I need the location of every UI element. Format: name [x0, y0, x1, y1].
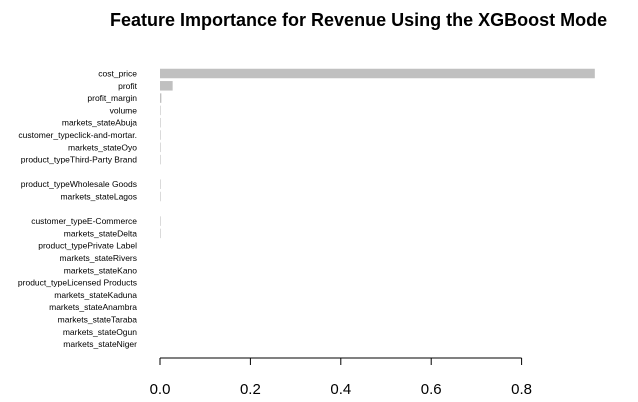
- bars-group: [160, 68, 595, 239]
- bar-12: [160, 216, 161, 226]
- category-label: cost_price: [98, 69, 137, 79]
- category-label: markets_stateLagos: [60, 192, 137, 202]
- category-label: customer_typeclick-and-mortar.: [18, 130, 137, 140]
- category-label: profit: [118, 81, 138, 91]
- category-label: customer_typeE-Commerce: [31, 216, 137, 226]
- category-label: markets_stateNiger: [63, 339, 137, 349]
- category-label: profit_margin: [87, 93, 137, 103]
- bar-9: [160, 179, 161, 189]
- category-label: markets_stateOgun: [63, 327, 137, 337]
- x-tick-label: 0.4: [330, 381, 351, 398]
- x-axis: 0.0 0.2 0.4 0.6 0.8: [150, 357, 532, 398]
- category-label: product_typeLicensed Products: [18, 278, 137, 288]
- category-label: markets_stateDelta: [64, 228, 137, 238]
- category-label: markets_stateRivers: [60, 253, 137, 263]
- x-tick-label: 0.0: [150, 381, 171, 398]
- category-label: volume: [110, 105, 138, 115]
- bar-4: [160, 117, 161, 128]
- bar-2: [160, 93, 162, 103]
- category-label: markets_stateAnambra: [49, 302, 137, 312]
- x-tick-label: 0.2: [240, 381, 261, 398]
- bar-10: [160, 191, 161, 202]
- category-label: product_typeWholesale Goods: [21, 179, 137, 189]
- bar-0: [160, 68, 595, 79]
- bar-6: [160, 142, 161, 153]
- x-tick-label: 0.8: [511, 381, 532, 398]
- bar-7: [160, 154, 161, 165]
- category-label: markets_stateOyo: [68, 142, 137, 152]
- category-label: markets_stateKaduna: [54, 290, 137, 300]
- bar-5: [160, 130, 161, 140]
- category-label: markets_stateTaraba: [58, 315, 138, 325]
- bar-13: [160, 228, 161, 239]
- bar-1: [160, 81, 173, 91]
- category-label: product_typePrivate Label: [38, 241, 137, 251]
- category-label: product_typeThird-Party Brand: [21, 155, 137, 165]
- chart-title: Feature Importance for Revenue Using the…: [110, 10, 607, 30]
- bar-3: [160, 105, 161, 116]
- category-label: markets_stateKano: [64, 265, 138, 275]
- category-label: markets_stateAbuja: [62, 118, 137, 128]
- x-tick-label: 0.6: [421, 381, 442, 398]
